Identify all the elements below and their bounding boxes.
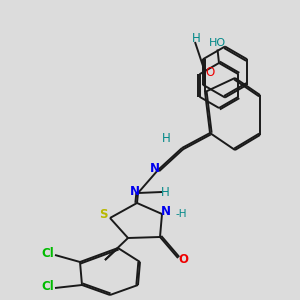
Text: HO: HO <box>209 38 226 48</box>
Text: Cl: Cl <box>41 280 54 293</box>
Text: Cl: Cl <box>41 247 54 260</box>
Text: S: S <box>99 208 108 221</box>
Text: O: O <box>206 65 215 79</box>
Text: N: N <box>129 185 140 198</box>
Text: H: H <box>162 132 171 145</box>
Text: O: O <box>178 253 188 266</box>
Text: H: H <box>161 185 170 199</box>
Text: N: N <box>149 162 159 175</box>
Text: N: N <box>160 205 171 218</box>
Text: H: H <box>192 32 201 46</box>
Text: -H: -H <box>176 209 187 219</box>
